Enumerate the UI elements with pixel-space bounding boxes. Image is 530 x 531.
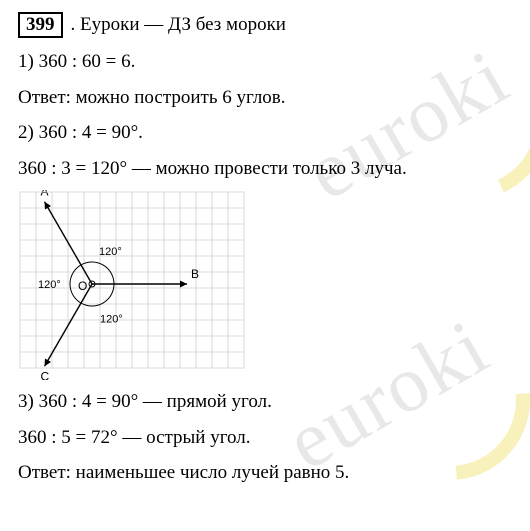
angle-diagram: О A B C 120° 120° 120° bbox=[18, 190, 248, 380]
line-3b: 360 : 5 = 72° — острый угол. bbox=[18, 424, 512, 452]
line-3: 3) 360 : 4 = 90° — прямой угол. bbox=[18, 388, 512, 416]
svg-text:B: B bbox=[191, 267, 199, 281]
svg-text:C: C bbox=[41, 369, 50, 380]
header: 399 . Еуроки — ДЗ без мороки bbox=[18, 12, 512, 38]
line-2: 2) 360 : 4 = 90°. bbox=[18, 119, 512, 147]
answer-3: Ответ: наименьшее число лучей равно 5. bbox=[18, 459, 512, 487]
line-2b: 360 : 3 = 120° — можно провести только 3… bbox=[18, 155, 512, 183]
svg-text:A: A bbox=[41, 190, 49, 199]
svg-text:120°: 120° bbox=[99, 246, 122, 258]
line-1: 1) 360 : 60 = 6. bbox=[18, 48, 512, 76]
answer-1: Ответ: можно построить 6 углов. bbox=[18, 84, 512, 112]
svg-text:О: О bbox=[78, 279, 87, 293]
svg-text:120°: 120° bbox=[100, 314, 123, 326]
svg-text:120°: 120° bbox=[38, 279, 61, 291]
problem-number: 399 bbox=[18, 12, 63, 38]
header-title: . Еуроки — ДЗ без мороки bbox=[71, 14, 286, 36]
